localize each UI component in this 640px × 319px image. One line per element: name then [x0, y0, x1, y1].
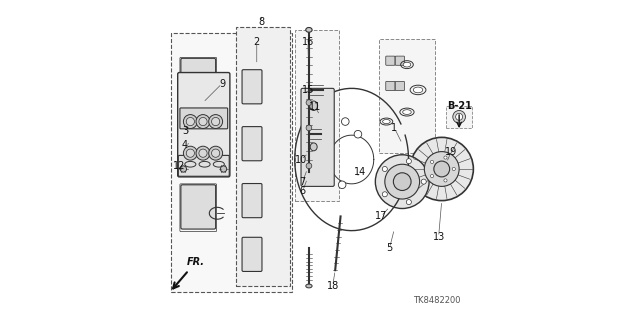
- Ellipse shape: [310, 101, 317, 110]
- FancyBboxPatch shape: [242, 183, 262, 218]
- Text: 14: 14: [355, 167, 367, 177]
- Circle shape: [212, 149, 220, 157]
- FancyBboxPatch shape: [181, 185, 216, 229]
- Circle shape: [184, 115, 197, 129]
- Circle shape: [434, 161, 450, 177]
- Circle shape: [212, 117, 220, 126]
- FancyBboxPatch shape: [181, 58, 216, 103]
- FancyBboxPatch shape: [378, 39, 435, 153]
- Text: TK8482200: TK8482200: [413, 296, 461, 305]
- FancyBboxPatch shape: [301, 88, 334, 186]
- Circle shape: [424, 152, 459, 186]
- Circle shape: [431, 174, 434, 178]
- Text: 17: 17: [375, 211, 387, 221]
- Text: 12: 12: [173, 161, 186, 171]
- Text: 19: 19: [445, 147, 458, 157]
- Text: 2: 2: [253, 38, 260, 48]
- FancyBboxPatch shape: [172, 33, 292, 292]
- Text: B-21: B-21: [447, 101, 472, 111]
- Circle shape: [354, 130, 362, 138]
- Text: 4: 4: [182, 140, 188, 150]
- FancyBboxPatch shape: [236, 27, 290, 286]
- Circle shape: [382, 192, 387, 197]
- Circle shape: [196, 146, 210, 160]
- Ellipse shape: [306, 27, 312, 32]
- Circle shape: [306, 100, 312, 105]
- Text: 8: 8: [259, 17, 264, 27]
- Text: 9: 9: [219, 78, 225, 89]
- Circle shape: [199, 149, 207, 157]
- Circle shape: [306, 125, 312, 131]
- Circle shape: [444, 156, 447, 159]
- FancyBboxPatch shape: [396, 56, 404, 65]
- Circle shape: [452, 167, 455, 171]
- Ellipse shape: [403, 110, 412, 115]
- Text: FR.: FR.: [187, 257, 205, 267]
- Circle shape: [444, 179, 447, 182]
- Circle shape: [186, 149, 195, 157]
- Circle shape: [306, 163, 312, 169]
- Text: 3: 3: [182, 126, 188, 136]
- Text: 18: 18: [326, 281, 339, 291]
- Circle shape: [385, 164, 420, 199]
- Circle shape: [431, 160, 434, 164]
- Circle shape: [186, 117, 195, 126]
- Text: 1: 1: [391, 123, 397, 133]
- FancyBboxPatch shape: [242, 237, 262, 271]
- FancyBboxPatch shape: [396, 81, 404, 91]
- Ellipse shape: [306, 284, 312, 288]
- Circle shape: [209, 115, 223, 129]
- Circle shape: [339, 181, 346, 189]
- Text: 6: 6: [300, 186, 306, 196]
- Circle shape: [382, 167, 387, 172]
- Circle shape: [220, 166, 227, 172]
- Ellipse shape: [413, 87, 423, 93]
- FancyBboxPatch shape: [181, 122, 216, 166]
- Text: 7: 7: [300, 177, 306, 187]
- Text: 16: 16: [302, 38, 314, 48]
- Circle shape: [406, 159, 412, 164]
- Ellipse shape: [456, 113, 463, 120]
- Circle shape: [342, 118, 349, 125]
- Text: 13: 13: [433, 232, 445, 242]
- FancyBboxPatch shape: [179, 155, 229, 176]
- Text: 11: 11: [309, 102, 321, 112]
- Text: 10: 10: [295, 154, 307, 165]
- FancyBboxPatch shape: [386, 81, 395, 91]
- Text: 5: 5: [387, 243, 393, 253]
- FancyBboxPatch shape: [447, 106, 472, 128]
- FancyBboxPatch shape: [386, 56, 395, 65]
- Circle shape: [410, 137, 474, 201]
- Text: 15: 15: [302, 85, 314, 95]
- FancyBboxPatch shape: [178, 72, 230, 177]
- Circle shape: [375, 155, 429, 209]
- Ellipse shape: [310, 143, 317, 151]
- FancyBboxPatch shape: [180, 108, 228, 129]
- Circle shape: [406, 200, 412, 204]
- Ellipse shape: [403, 62, 411, 67]
- Circle shape: [421, 179, 426, 184]
- FancyBboxPatch shape: [242, 127, 262, 161]
- Ellipse shape: [383, 120, 390, 124]
- Ellipse shape: [453, 110, 465, 123]
- Circle shape: [180, 166, 186, 172]
- Circle shape: [209, 146, 223, 160]
- Circle shape: [199, 117, 207, 126]
- Circle shape: [196, 115, 210, 129]
- Circle shape: [394, 173, 411, 190]
- FancyBboxPatch shape: [242, 70, 262, 104]
- FancyBboxPatch shape: [294, 30, 339, 201]
- Circle shape: [184, 146, 197, 160]
